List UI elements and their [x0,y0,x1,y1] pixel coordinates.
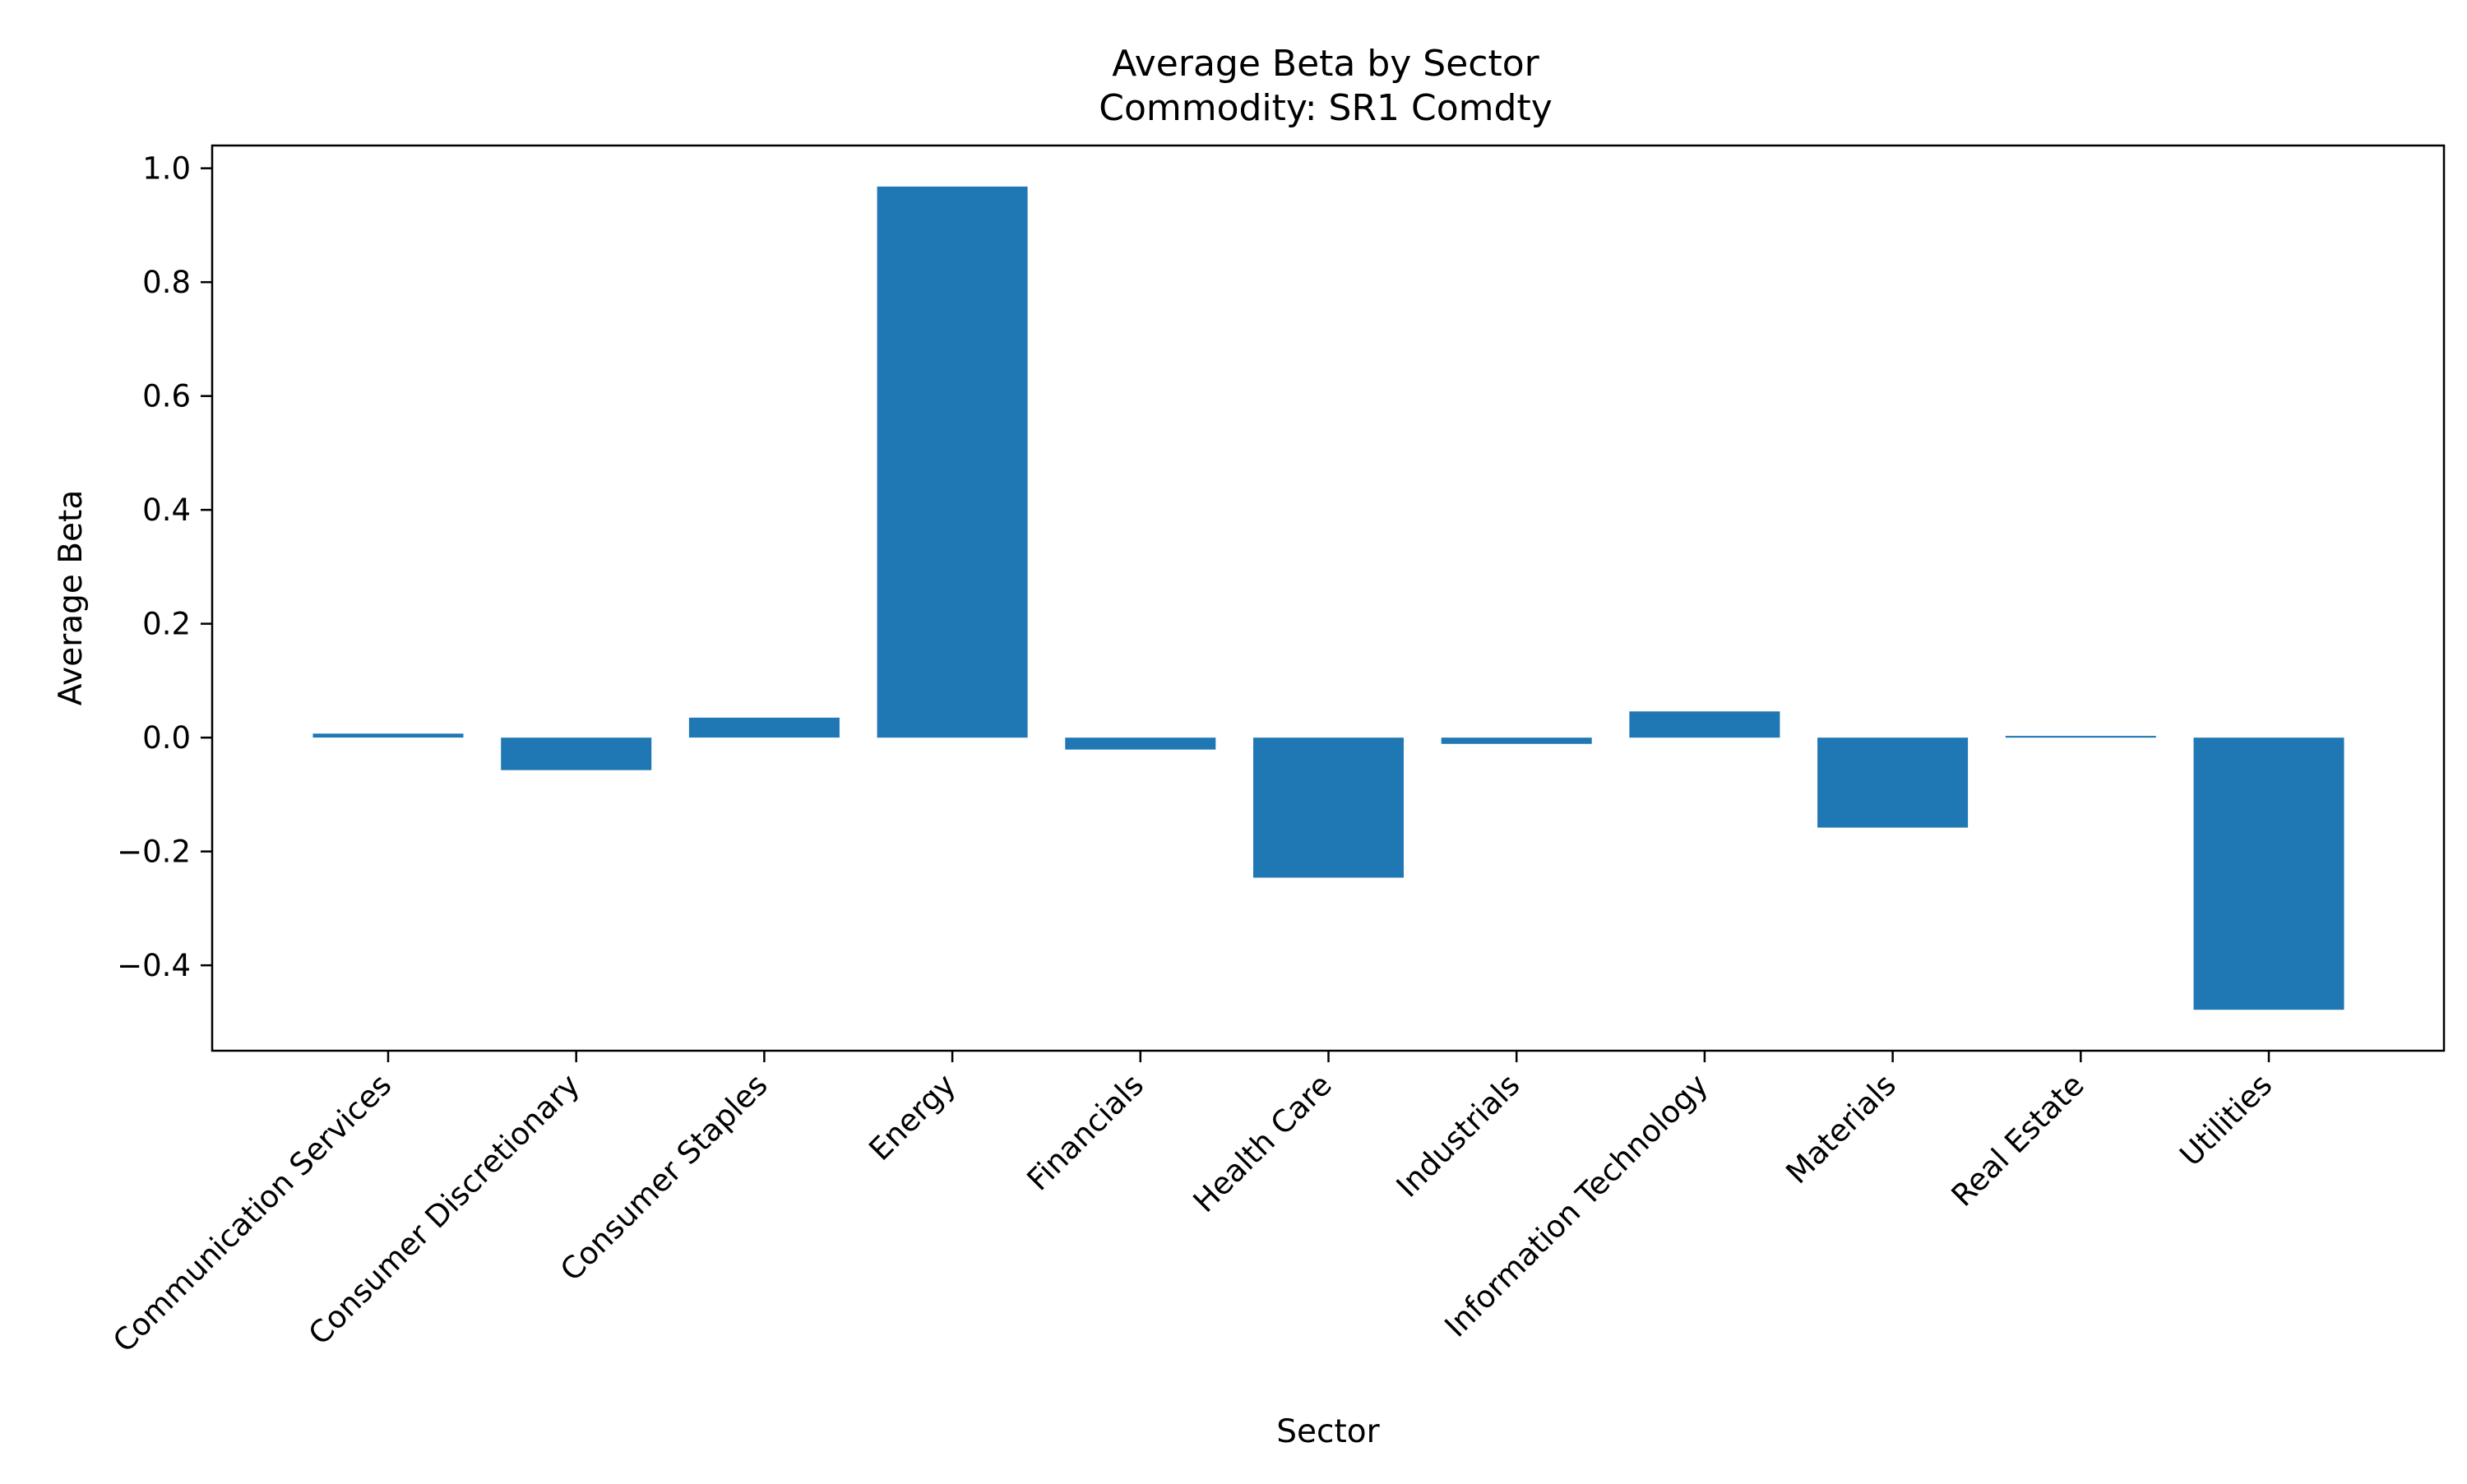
bar [1065,737,1216,750]
chart-title: Average Beta by Sector [1112,43,1539,85]
bar [501,737,652,770]
x-tick-label: Real Estate [1945,1067,2091,1214]
y-axis-label: Average Beta [53,490,90,706]
x-tick-label: Utilities [2173,1067,2279,1173]
y-tick-label: 0.0 [142,720,191,756]
y-axis: −0.4 −0.2 0.0 0.2 0.4 0.6 0.8 1.0 [117,151,212,983]
bar [1441,737,1592,744]
x-tick-label: Materials [1780,1067,1903,1190]
bar [2193,737,2344,1010]
bar [1817,737,1969,828]
bar [1253,737,1404,878]
bar [312,733,464,738]
y-tick-label: −0.4 [117,948,191,983]
x-tick-label: Health Care [1187,1067,1339,1219]
bar [2005,736,2156,738]
y-tick-label: −0.2 [117,834,191,870]
x-tick-label: Industrials [1390,1067,1527,1204]
y-tick-label: 0.8 [142,265,191,300]
x-tick-label: Financials [1021,1067,1151,1198]
x-tick-label: Consumer Staples [553,1067,775,1288]
x-tick-label: Energy [862,1067,962,1167]
bars-group [312,186,2344,1010]
bar [688,717,840,738]
y-tick-label: 1.0 [142,151,191,187]
y-tick-label: 0.2 [142,607,191,642]
x-axis-label: Sector [1276,1413,1380,1450]
y-tick-label: 0.6 [142,379,191,414]
bar [1629,711,1780,738]
y-tick-label: 0.4 [142,492,191,528]
plot-frame [211,144,2446,1052]
chart-subtitle: Commodity: SR1 Comdty [1099,87,1553,129]
bar [877,186,1028,738]
